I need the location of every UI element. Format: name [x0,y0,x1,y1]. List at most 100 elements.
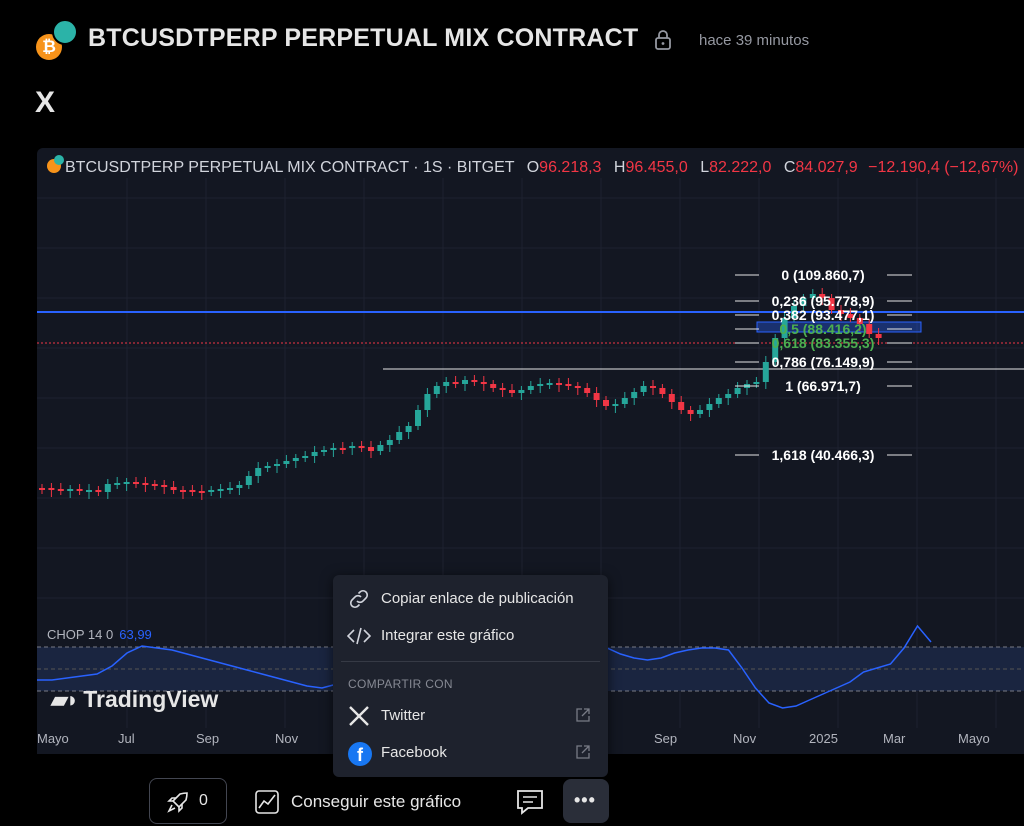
candle [151,484,158,486]
candle [847,314,854,318]
candle [565,384,572,386]
candle [668,394,675,402]
tradingview-watermark: ▰◗ TradingView [51,686,218,713]
chart-legend: BTCUSDTPERP PERPETUAL MIX CONTRACT · 1S … [47,155,1019,177]
candle [321,450,327,452]
embed-label: Integrar este gráfico [381,627,515,644]
fib-level-label: 1 (66.971,7) [785,378,861,394]
candle [556,383,562,385]
candle [471,380,478,382]
fib-level-label: 0,786 (76.149,9) [772,354,875,370]
copy-link-label: Copiar enlace de publicación [381,590,574,607]
candle [95,490,102,492]
candle [245,476,252,485]
x-social-icon[interactable]: X [35,86,56,119]
candle [640,386,647,392]
fib-level-label: 0,618 (83.355,3) [772,335,875,351]
candle [330,448,337,450]
watermark-text: TradingView [83,686,219,712]
legend-symbol: BTCUSDTPERP PERPETUAL MIX CONTRACT · 1S … [65,159,515,176]
candle [302,456,309,458]
candle [57,489,64,491]
copy-link-menu-item[interactable]: Copiar enlace de publicación [333,580,608,616]
candle [612,404,619,406]
candle [377,445,384,451]
candle [659,388,666,394]
candle [48,488,55,490]
external-link-icon [576,745,590,759]
candle [800,298,807,306]
candle [584,388,591,393]
candle [499,388,506,390]
legend-low-label: L [700,159,710,176]
legend-change: −12.190,4 (−12,67%) [868,159,1019,176]
fib-level-label: 0,5 (88.416,2) [779,321,866,337]
tradingview-logo-icon: ▰◗ [51,687,79,712]
candle [537,384,544,386]
boost-count: 0 [199,792,208,809]
candle [274,464,280,466]
x-tick: Mayo [37,731,69,746]
candle [753,382,760,384]
x-twitter-icon [349,706,369,726]
share-section-label: COMPARTIR CON [348,677,453,691]
x-tick: 2025 [809,731,838,746]
candle [415,410,421,426]
chart-icon [255,790,279,814]
twitter-label: Twitter [381,707,426,724]
candle [593,393,600,400]
candle [621,398,628,404]
candle [255,468,262,476]
candle [809,294,816,298]
candle [828,298,835,310]
candle [781,318,788,338]
candle [405,426,412,432]
candle [772,338,779,362]
candle [443,382,450,386]
legend-low: 82.222,0 [709,159,772,176]
boost-button[interactable]: 0 [149,778,227,824]
rocket-icon [167,792,188,813]
candle [490,384,497,388]
candle [631,392,638,398]
candle [838,310,844,314]
candle [687,410,694,414]
fib-level-label: 0 (109.860,7) [781,267,864,283]
candle [227,488,233,490]
candle [236,485,243,488]
facebook-icon: f [348,742,372,766]
candle [396,432,403,440]
x-tick: Mar [883,731,906,746]
candle [706,404,713,410]
comment-icon[interactable] [514,788,546,816]
candle [875,334,882,338]
candle [574,386,581,388]
legend-close: 84.027,9 [795,159,858,176]
x-tick: Sep [196,731,220,746]
candle [480,382,487,384]
candle [142,483,149,485]
twitter-share-item[interactable]: Twitter [333,697,608,733]
fib-level-label: 1,618 (40.466,3) [772,447,875,463]
publication-title: BTCUSDTPERP PERPETUAL MIX CONTRACT [88,24,639,52]
facebook-share-item[interactable]: f Facebook [333,734,608,770]
lock-icon [655,30,671,50]
candle [518,390,525,393]
candle [123,482,130,484]
exchange-badge-icon [52,19,78,45]
more-options-button[interactable]: ••• [563,779,609,823]
more-dots-icon: ••• [574,790,596,810]
chop-indicator-legend[interactable]: CHOP 14 0 63,99 [47,627,152,642]
candle [349,446,356,448]
candle [76,489,83,491]
candle [180,490,186,492]
candle [104,484,111,492]
candle [527,386,534,390]
candle [217,489,224,491]
candle [509,390,515,393]
embed-menu-item[interactable]: Integrar este gráfico [333,617,608,653]
candle [67,489,74,491]
candle [208,490,215,492]
candle [198,491,205,493]
candle [292,458,299,461]
